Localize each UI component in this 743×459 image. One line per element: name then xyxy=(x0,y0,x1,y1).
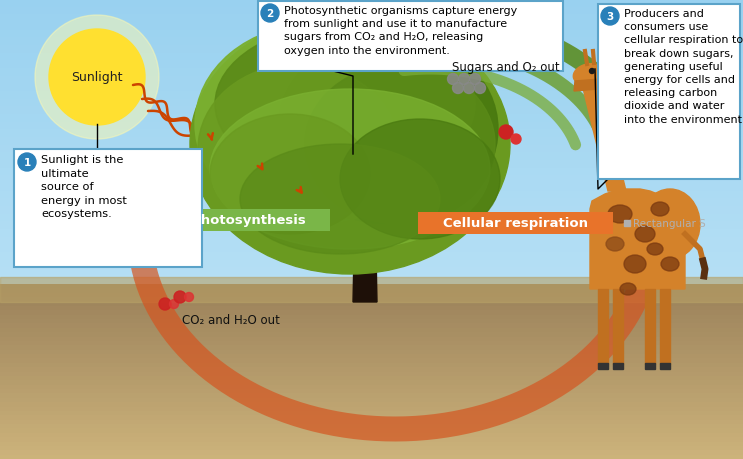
Text: 3: 3 xyxy=(606,12,614,22)
Text: Cellular respiration: Cellular respiration xyxy=(443,217,588,230)
Ellipse shape xyxy=(661,257,679,271)
Ellipse shape xyxy=(651,202,669,217)
Circle shape xyxy=(169,300,178,309)
Circle shape xyxy=(184,293,193,302)
Ellipse shape xyxy=(195,25,435,224)
Text: Sunlight is the
ultimate
source of
energy in most
ecosystems.: Sunlight is the ultimate source of energ… xyxy=(41,155,127,219)
Ellipse shape xyxy=(606,237,624,252)
FancyBboxPatch shape xyxy=(258,2,563,72)
Circle shape xyxy=(499,126,513,140)
Bar xyxy=(645,363,655,369)
Circle shape xyxy=(470,74,481,85)
Polygon shape xyxy=(353,157,377,302)
Circle shape xyxy=(458,74,470,85)
Polygon shape xyxy=(582,85,626,191)
Polygon shape xyxy=(613,289,623,364)
Ellipse shape xyxy=(198,65,398,235)
Ellipse shape xyxy=(210,90,490,249)
Bar xyxy=(613,363,623,369)
Bar xyxy=(660,363,670,369)
Text: 2: 2 xyxy=(267,9,273,19)
Ellipse shape xyxy=(215,25,475,185)
Circle shape xyxy=(159,298,171,310)
Circle shape xyxy=(18,154,36,172)
Ellipse shape xyxy=(190,15,510,274)
Circle shape xyxy=(447,74,458,85)
FancyBboxPatch shape xyxy=(418,213,613,235)
Ellipse shape xyxy=(647,243,663,256)
Polygon shape xyxy=(645,289,655,364)
Ellipse shape xyxy=(305,65,495,224)
Circle shape xyxy=(475,84,485,94)
Polygon shape xyxy=(660,289,670,364)
Circle shape xyxy=(49,30,145,126)
Text: Rectangular S: Rectangular S xyxy=(633,218,706,229)
Ellipse shape xyxy=(640,190,700,259)
Polygon shape xyxy=(590,190,685,289)
Ellipse shape xyxy=(574,64,603,85)
Circle shape xyxy=(464,84,475,94)
Polygon shape xyxy=(598,289,608,364)
Circle shape xyxy=(261,5,279,23)
Ellipse shape xyxy=(635,226,655,242)
Bar xyxy=(0,277,743,302)
Text: Producers and
consumers use
cellular respiration to
break down sugars,
generatin: Producers and consumers use cellular res… xyxy=(624,9,743,124)
Circle shape xyxy=(452,84,464,94)
Text: Sunlight: Sunlight xyxy=(71,71,123,84)
Text: CO₂ and H₂O out: CO₂ and H₂O out xyxy=(182,313,280,326)
Circle shape xyxy=(601,8,619,26)
Circle shape xyxy=(589,69,594,74)
FancyBboxPatch shape xyxy=(168,210,330,231)
Ellipse shape xyxy=(608,206,632,224)
FancyBboxPatch shape xyxy=(14,150,202,268)
Ellipse shape xyxy=(240,145,440,254)
Text: Photosynthesis: Photosynthesis xyxy=(192,214,306,227)
Text: Sugars and O₂ out: Sugars and O₂ out xyxy=(452,62,559,74)
Text: 1: 1 xyxy=(23,157,30,168)
Circle shape xyxy=(174,291,186,303)
FancyBboxPatch shape xyxy=(598,5,740,179)
Polygon shape xyxy=(574,80,600,92)
Bar xyxy=(598,363,608,369)
Ellipse shape xyxy=(620,283,636,295)
Ellipse shape xyxy=(210,115,370,235)
Ellipse shape xyxy=(340,120,500,240)
Circle shape xyxy=(35,16,159,140)
Ellipse shape xyxy=(624,256,646,274)
Circle shape xyxy=(511,134,521,145)
Text: Photosynthetic organisms capture energy
from sunlight and use it to manufacture
: Photosynthetic organisms capture energy … xyxy=(284,6,517,56)
Ellipse shape xyxy=(278,35,498,224)
